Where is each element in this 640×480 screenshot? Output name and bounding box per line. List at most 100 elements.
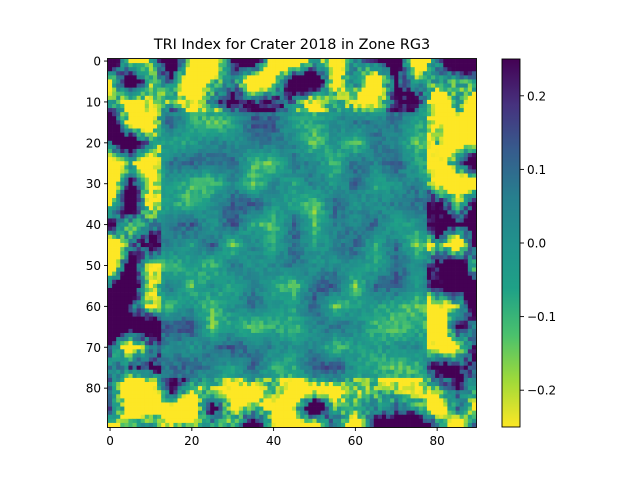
heatmap-cell [369, 83, 375, 88]
heatmap-cell [336, 230, 342, 236]
heatmap-cell [185, 108, 191, 113]
heatmap-cell [206, 161, 211, 166]
heatmap-cell [128, 153, 133, 158]
heatmap-cell [230, 124, 236, 129]
heatmap-cell [435, 198, 440, 203]
heatmap-cell [275, 243, 281, 248]
heatmap-cell [398, 173, 403, 178]
heatmap-cell [418, 238, 424, 244]
heatmap-cell [132, 132, 137, 138]
heatmap-cell [418, 103, 424, 109]
heatmap-cell [296, 161, 301, 166]
heatmap-cell [259, 120, 264, 125]
heatmap-cell [116, 91, 121, 97]
heatmap-cell [431, 275, 436, 281]
heatmap-cell [418, 218, 424, 223]
heatmap-cell [394, 198, 399, 203]
heatmap-cell [132, 259, 137, 264]
heatmap-cell [373, 157, 379, 162]
heatmap-cell [202, 210, 207, 215]
heatmap-cell [152, 136, 158, 142]
heatmap-cell [316, 247, 321, 252]
heatmap-cell [414, 230, 420, 236]
heatmap-cell [112, 193, 117, 199]
heatmap-cell [300, 267, 305, 272]
heatmap-cell [136, 103, 142, 109]
heatmap-cell [206, 116, 211, 121]
heatmap-cell [390, 198, 395, 203]
heatmap-cell [222, 247, 227, 252]
heatmap-cell [177, 193, 182, 199]
heatmap-cell [148, 120, 154, 125]
heatmap-cell [361, 169, 366, 174]
heatmap-cell [431, 153, 436, 158]
heatmap-cell [410, 99, 416, 105]
heatmap-cell [112, 230, 117, 236]
heatmap-cell [336, 112, 342, 117]
heatmap-cell [214, 283, 219, 289]
heatmap-cell [271, 189, 276, 195]
heatmap-cell [202, 185, 207, 191]
heatmap-cell [357, 243, 362, 248]
heatmap-cell [459, 202, 465, 207]
heatmap-cell [238, 95, 244, 101]
heatmap-cell [471, 144, 477, 150]
heatmap-cell [181, 148, 187, 154]
heatmap-cell [148, 247, 154, 252]
heatmap-cell [365, 222, 371, 227]
heatmap-cell [426, 169, 432, 174]
heatmap-cell [177, 243, 182, 248]
heatmap-cell [157, 103, 162, 109]
heatmap-cell [226, 63, 232, 68]
heatmap-cell [124, 181, 129, 187]
heatmap-cell [357, 67, 362, 72]
heatmap-cell [455, 243, 460, 248]
heatmap-cell [328, 116, 334, 121]
heatmap-cell [185, 238, 191, 244]
heatmap-cell [398, 251, 403, 256]
heatmap-cell [214, 247, 219, 252]
heatmap-cell [210, 79, 215, 84]
heatmap-cell [373, 148, 379, 154]
heatmap-cell [275, 103, 281, 109]
heatmap-cell [328, 243, 334, 248]
heatmap-cell [292, 218, 297, 223]
heatmap-cell [328, 63, 334, 68]
heatmap-cell [247, 255, 252, 260]
heatmap-cell [443, 226, 448, 232]
heatmap-cell [406, 193, 411, 199]
heatmap-cell [451, 124, 456, 129]
heatmap-cell [242, 210, 248, 215]
heatmap-cell [386, 198, 391, 203]
heatmap-cell [402, 177, 407, 183]
heatmap-cell [120, 218, 125, 223]
heatmap-cell [316, 136, 321, 142]
heatmap-cell [108, 189, 113, 195]
heatmap-cell [169, 116, 174, 121]
heatmap-cell [283, 161, 289, 166]
heatmap-cell [275, 173, 281, 178]
heatmap-cell [214, 124, 219, 129]
heatmap-cell [193, 275, 199, 281]
heatmap-cell [267, 63, 272, 68]
heatmap-cell [349, 153, 354, 158]
heatmap-cell [242, 255, 248, 260]
heatmap-cell [377, 214, 383, 219]
heatmap-cell [218, 99, 223, 105]
heatmap-cell [238, 120, 244, 125]
heatmap-cell [189, 116, 195, 121]
heatmap-cell [398, 63, 403, 68]
heatmap-cell [377, 181, 383, 187]
heatmap-cell [128, 222, 133, 227]
heatmap-cell [218, 238, 223, 244]
heatmap-cell [112, 71, 117, 76]
heatmap-cell [128, 202, 133, 207]
heatmap-cell [463, 153, 469, 158]
heatmap-cell [165, 222, 170, 227]
heatmap-cell [116, 128, 121, 133]
heatmap-cell [435, 67, 440, 72]
heatmap-cell [386, 271, 391, 277]
heatmap-cell [169, 202, 174, 207]
heatmap-cell [422, 87, 428, 93]
heatmap-cell [108, 75, 113, 80]
